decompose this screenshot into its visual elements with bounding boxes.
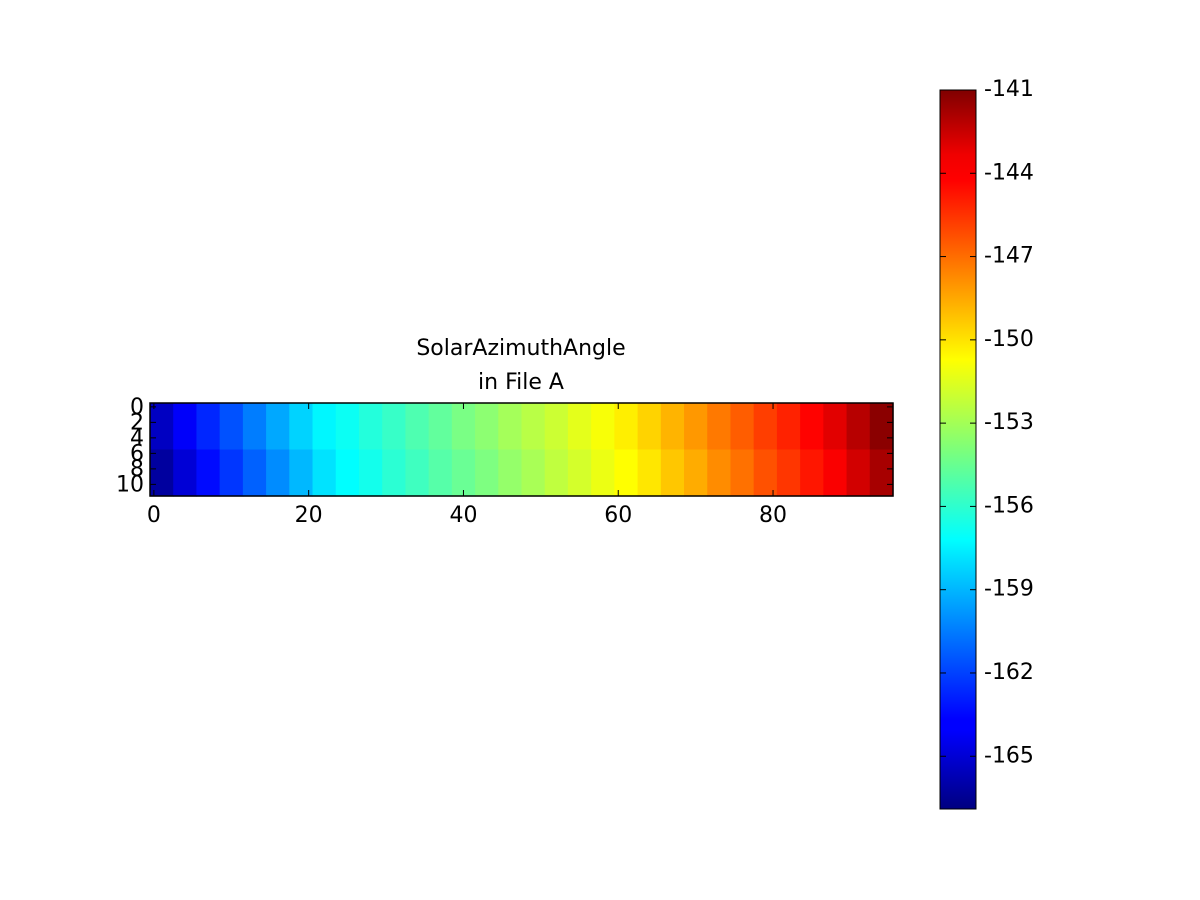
heatmap-cell (451, 403, 476, 451)
heatmap-cell (800, 449, 824, 497)
heatmap-cell (242, 449, 267, 497)
colorbar-tick-label: -153 (984, 410, 1034, 435)
colorbar-tick-label: -162 (984, 660, 1034, 685)
colorbar-tick-label: -159 (984, 577, 1034, 602)
heatmap-cell (521, 403, 546, 451)
heatmap-cell (846, 403, 871, 451)
heatmap-cell (266, 449, 290, 497)
heatmap-cell (730, 403, 755, 451)
heatmap-cell (776, 403, 801, 451)
x-tick-label: 40 (449, 503, 477, 528)
colorbar-tick-label: -144 (984, 160, 1034, 185)
y-tick-label: 2 (130, 410, 144, 435)
heatmap-cell (405, 449, 430, 497)
heatmap-cell (637, 403, 662, 451)
heatmap-cell (475, 449, 499, 497)
heatmap-cell (753, 449, 778, 497)
heatmap-cell (405, 403, 430, 451)
heatmap-cell (846, 449, 871, 497)
heatmap-cell (544, 449, 569, 497)
y-tick-label: 8 (130, 457, 144, 482)
chart-title: SolarAzimuthAngle (416, 336, 625, 361)
heatmap-cell (428, 403, 453, 451)
heatmap-cell (335, 449, 360, 497)
heatmap-cell (289, 403, 314, 451)
heatmap-cell (567, 449, 592, 497)
colorbar-tick-label: -150 (984, 327, 1034, 352)
heatmap-cell (823, 403, 848, 451)
heatmap-cell (242, 403, 267, 451)
heatmap-cell (614, 449, 639, 497)
heatmap-cell (707, 403, 732, 451)
heatmap-cell (475, 403, 499, 451)
heatmap-cell (358, 449, 383, 497)
heatmap-cell (637, 449, 662, 497)
heatmap-cell (289, 449, 314, 497)
heatmap-cell (567, 403, 592, 451)
colorbar-tick-label: -165 (984, 743, 1034, 768)
heatmap-cell (660, 403, 685, 451)
heatmap-cell (869, 403, 894, 451)
heatmap-cell (173, 449, 198, 497)
heatmap-cell (753, 403, 778, 451)
heatmap-cell (428, 449, 453, 497)
plot-frame (149, 402, 894, 497)
heatmap-cell (869, 449, 894, 497)
x-tick-label: 60 (604, 503, 632, 528)
heatmap-cell (823, 449, 848, 497)
heatmap-cell (312, 403, 337, 451)
y-tick-label: 0 (130, 395, 144, 420)
heatmap-cell (800, 403, 824, 451)
heatmap-cell (312, 449, 337, 497)
x-tick-label: 20 (295, 503, 323, 528)
chart-title: in File A (478, 370, 564, 395)
y-tick-label: 4 (130, 426, 144, 451)
heatmap-cell (358, 403, 383, 451)
heatmap-cell (173, 403, 198, 451)
heatmap-cell (591, 403, 615, 451)
heatmap-cell (150, 449, 174, 497)
heatmap-cell (219, 403, 244, 451)
colorbar-tick-label: -141 (984, 77, 1034, 102)
heatmap-cell (219, 449, 244, 497)
heatmap-cell (730, 449, 755, 497)
heatmap-cell (776, 449, 801, 497)
colorbar (939, 89, 977, 810)
heatmap-cell (335, 403, 360, 451)
heatmap-cell (684, 403, 708, 451)
heatmap-cell (707, 449, 732, 497)
x-tick-label: 0 (147, 503, 161, 528)
heatmap-cell (451, 449, 476, 497)
heatmap-cell (591, 449, 615, 497)
heatmap-cell (382, 449, 407, 497)
heatmap-cell (544, 403, 569, 451)
heatmap-cell (150, 403, 174, 451)
heatmap-cell (498, 403, 523, 451)
heatmap-cell (498, 449, 523, 497)
heatmap-cell (660, 449, 685, 497)
x-tick-label: 80 (759, 503, 787, 528)
colorbar-tick-label: -156 (984, 493, 1034, 518)
heatmap-cell (196, 449, 221, 497)
heatmap-cell (266, 403, 290, 451)
heatmap-cell (521, 449, 546, 497)
y-tick-label: 6 (130, 441, 144, 466)
y-tick-label: 10 (116, 472, 144, 497)
heatmap-cell (382, 403, 407, 451)
colorbar-tick-label: -147 (984, 244, 1034, 269)
heatmap-cell (614, 403, 639, 451)
heatmap-cell (684, 449, 708, 497)
heatmap-cell (196, 403, 221, 451)
